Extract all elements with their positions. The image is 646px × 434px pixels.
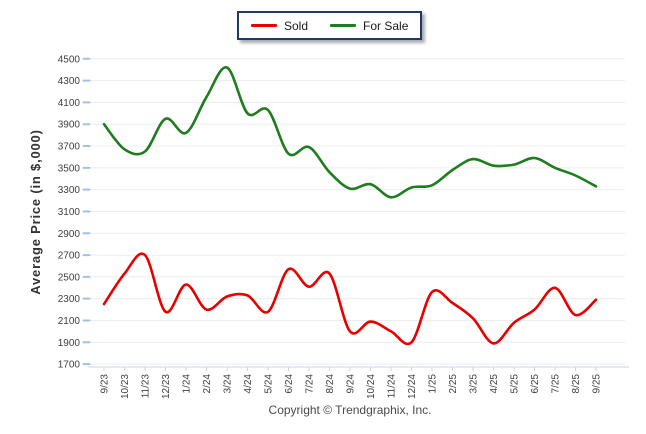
svg-text:2300: 2300 — [58, 294, 81, 305]
legend-item-for-sale: For Sale — [330, 20, 408, 32]
svg-text:12/23: 12/23 — [161, 374, 172, 399]
sold-line-swatch — [251, 24, 277, 27]
svg-text:2/25: 2/25 — [448, 374, 459, 394]
svg-text:2/24: 2/24 — [202, 374, 213, 394]
legend-item-sold: Sold — [251, 20, 308, 32]
svg-text:3300: 3300 — [58, 185, 81, 196]
svg-text:10/23: 10/23 — [120, 374, 131, 399]
svg-text:1900: 1900 — [58, 338, 81, 349]
svg-text:2700: 2700 — [58, 251, 81, 262]
for-sale-line-swatch — [330, 24, 357, 27]
svg-text:1/24: 1/24 — [182, 374, 193, 394]
svg-text:9/25: 9/25 — [592, 374, 603, 394]
copyright-text: Copyright © Trendgraphix, Inc. — [268, 403, 432, 417]
svg-text:7/25: 7/25 — [551, 374, 562, 394]
svg-text:7/24: 7/24 — [305, 374, 316, 394]
svg-text:4500: 4500 — [58, 54, 81, 65]
svg-text:8/24: 8/24 — [325, 374, 336, 394]
svg-text:4/25: 4/25 — [489, 374, 500, 394]
svg-text:1/25: 1/25 — [428, 374, 439, 394]
svg-text:3500: 3500 — [58, 163, 81, 174]
svg-text:4100: 4100 — [58, 98, 81, 109]
svg-text:9/23: 9/23 — [100, 374, 111, 394]
svg-text:2500: 2500 — [58, 272, 81, 283]
svg-text:1700: 1700 — [58, 360, 81, 371]
svg-text:4300: 4300 — [58, 76, 81, 87]
legend-label-for-sale: For Sale — [363, 18, 409, 33]
svg-text:3100: 3100 — [58, 207, 81, 218]
legend-label-sold: Sold — [284, 18, 309, 33]
svg-text:5/24: 5/24 — [264, 374, 275, 394]
chart-legend: Sold For Sale — [237, 11, 423, 40]
svg-text:10/24: 10/24 — [366, 374, 377, 399]
sold-line — [102, 252, 598, 346]
svg-text:11/24: 11/24 — [387, 374, 398, 399]
svg-text:2900: 2900 — [58, 229, 81, 240]
svg-text:11/23: 11/23 — [141, 374, 152, 399]
for-sale-line — [102, 66, 598, 199]
svg-text:3/25: 3/25 — [469, 374, 480, 394]
svg-text:12/24: 12/24 — [407, 374, 418, 399]
svg-text:3700: 3700 — [58, 142, 81, 153]
svg-text:6/24: 6/24 — [284, 374, 295, 394]
svg-text:2100: 2100 — [58, 316, 81, 327]
svg-text:9/24: 9/24 — [346, 374, 357, 394]
svg-text:5/25: 5/25 — [510, 374, 521, 394]
svg-text:8/25: 8/25 — [571, 374, 582, 394]
svg-text:6/25: 6/25 — [530, 374, 541, 394]
price-trend-chart: 1700 1900 2100 2300 2500 2700 2900 3100 3300 3500… — [58, 54, 629, 399]
svg-text:4/24: 4/24 — [243, 374, 254, 394]
svg-text:3900: 3900 — [58, 120, 81, 131]
svg-text:3/24: 3/24 — [223, 374, 234, 394]
